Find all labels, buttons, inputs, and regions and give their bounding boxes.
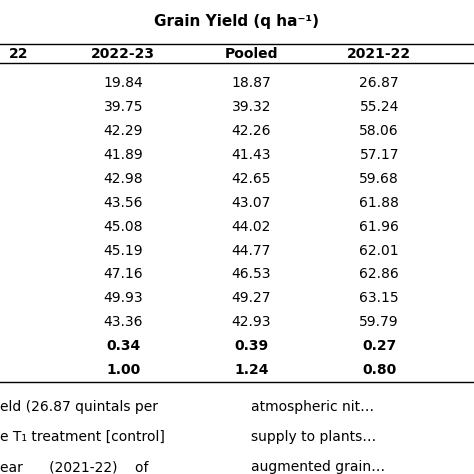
Text: 42.65: 42.65 bbox=[231, 172, 271, 186]
Text: 59.68: 59.68 bbox=[359, 172, 399, 186]
Text: 59.79: 59.79 bbox=[359, 315, 399, 329]
Text: 42.93: 42.93 bbox=[231, 315, 271, 329]
Text: 2021-22: 2021-22 bbox=[347, 46, 411, 61]
Text: 43.56: 43.56 bbox=[103, 196, 143, 210]
Text: 26.87: 26.87 bbox=[359, 76, 399, 90]
Text: 57.17: 57.17 bbox=[359, 148, 399, 162]
Text: 41.89: 41.89 bbox=[103, 148, 143, 162]
Text: 0.39: 0.39 bbox=[234, 339, 268, 353]
Text: eld (26.87 quintals per: eld (26.87 quintals per bbox=[0, 401, 158, 414]
Text: 1.24: 1.24 bbox=[234, 363, 268, 377]
Text: augmented grain…: augmented grain… bbox=[251, 460, 385, 474]
Text: Grain Yield (q ha⁻¹): Grain Yield (q ha⁻¹) bbox=[155, 14, 319, 29]
Text: 63.15: 63.15 bbox=[359, 292, 399, 305]
Text: 44.02: 44.02 bbox=[231, 219, 271, 234]
Text: 42.29: 42.29 bbox=[103, 124, 143, 138]
Text: 39.32: 39.32 bbox=[231, 100, 271, 114]
Text: 45.08: 45.08 bbox=[103, 219, 143, 234]
Text: 0.34: 0.34 bbox=[106, 339, 140, 353]
Text: 61.96: 61.96 bbox=[359, 219, 399, 234]
Text: 44.77: 44.77 bbox=[231, 244, 271, 257]
Text: 42.26: 42.26 bbox=[231, 124, 271, 138]
Text: 39.75: 39.75 bbox=[103, 100, 143, 114]
Text: atmospheric nit…: atmospheric nit… bbox=[251, 401, 374, 414]
Text: 49.27: 49.27 bbox=[231, 292, 271, 305]
Text: 46.53: 46.53 bbox=[231, 267, 271, 282]
Text: supply to plants…: supply to plants… bbox=[251, 430, 376, 444]
Text: 18.87: 18.87 bbox=[231, 76, 271, 90]
Text: 43.36: 43.36 bbox=[103, 315, 143, 329]
Text: 43.07: 43.07 bbox=[231, 196, 271, 210]
Text: 61.88: 61.88 bbox=[359, 196, 399, 210]
Text: 22: 22 bbox=[9, 46, 29, 61]
Text: 58.06: 58.06 bbox=[359, 124, 399, 138]
Text: 62.01: 62.01 bbox=[359, 244, 399, 257]
Text: ear      (2021-22)    of: ear (2021-22) of bbox=[0, 460, 148, 474]
Text: 49.93: 49.93 bbox=[103, 292, 143, 305]
Text: 2022-23: 2022-23 bbox=[91, 46, 155, 61]
Text: 0.27: 0.27 bbox=[362, 339, 396, 353]
Text: 47.16: 47.16 bbox=[103, 267, 143, 282]
Text: 0.80: 0.80 bbox=[362, 363, 396, 377]
Text: 41.43: 41.43 bbox=[231, 148, 271, 162]
Text: 55.24: 55.24 bbox=[359, 100, 399, 114]
Text: 42.98: 42.98 bbox=[103, 172, 143, 186]
Text: Pooled: Pooled bbox=[225, 46, 278, 61]
Text: 62.86: 62.86 bbox=[359, 267, 399, 282]
Text: e T₁ treatment [control]: e T₁ treatment [control] bbox=[0, 430, 165, 444]
Text: 1.00: 1.00 bbox=[106, 363, 140, 377]
Text: 19.84: 19.84 bbox=[103, 76, 143, 90]
Text: 45.19: 45.19 bbox=[103, 244, 143, 257]
